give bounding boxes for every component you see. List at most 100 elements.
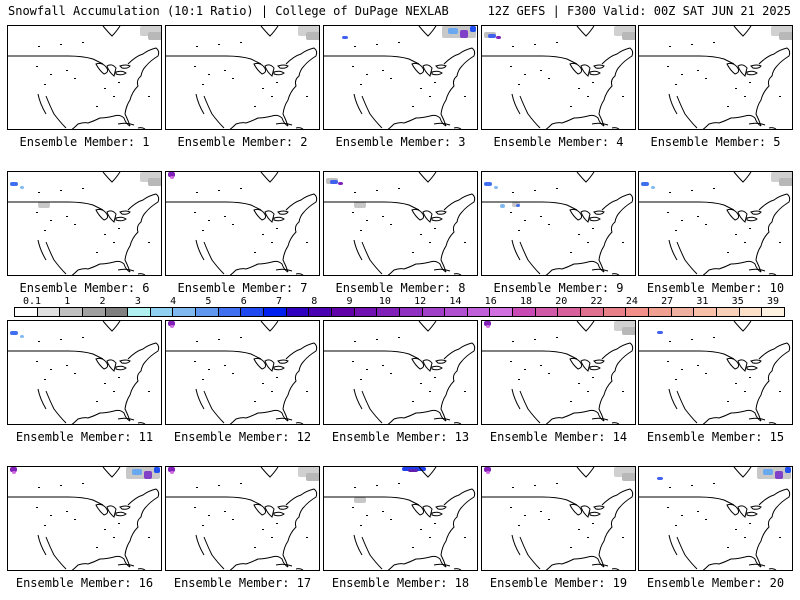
map-boundary: [106, 359, 117, 372]
lake-marker: [240, 42, 242, 43]
map-boundary: [260, 172, 279, 183]
map-boundary: [440, 47, 476, 127]
lake-marker: [675, 525, 677, 526]
lake-marker: [194, 361, 196, 362]
lake-marker: [306, 242, 308, 243]
lake-marker: [681, 74, 683, 75]
lake-marker: [534, 485, 536, 486]
lake-marker: [218, 339, 220, 340]
map-boundary: [639, 496, 735, 506]
colorbar-swatch: [218, 308, 242, 316]
lake-marker: [66, 70, 68, 71]
map-boundary: [748, 268, 766, 272]
lake-marker: [60, 485, 62, 486]
map-boundary: [71, 114, 131, 129]
colorbar-swatch: [15, 308, 38, 316]
map-boundary: [593, 64, 605, 69]
map-boundary: [639, 350, 735, 360]
map-boundary: [746, 365, 758, 371]
snowfall-area: [306, 32, 319, 40]
map-boundary: [353, 534, 363, 556]
colorbar-swatch: [603, 308, 627, 316]
map-boundary: [229, 114, 289, 129]
lake-marker: [749, 523, 751, 524]
map-boundary: [768, 127, 777, 129]
lake-marker: [713, 188, 715, 189]
lake-marker: [276, 523, 278, 524]
us-outline-map: [8, 321, 160, 424]
lake-marker: [434, 377, 436, 378]
map-boundary: [277, 210, 289, 215]
lake-marker: [271, 537, 273, 538]
lake-marker: [749, 82, 751, 83]
map-boundary: [115, 511, 127, 517]
lake-marker: [208, 220, 210, 221]
lake-marker: [218, 190, 220, 191]
us-outline-map: [324, 26, 476, 129]
ensemble-member-caption: Ensemble Member: 12: [173, 430, 312, 444]
map-boundary: [418, 172, 437, 183]
lake-marker: [713, 337, 715, 338]
lake-marker: [524, 220, 526, 221]
map-boundary: [115, 365, 127, 371]
map-boundary: [598, 342, 634, 422]
lake-marker: [354, 341, 356, 342]
map-boundary: [668, 93, 678, 115]
colorbar-swatch: [128, 308, 151, 316]
map-boundary: [431, 511, 443, 517]
lake-marker: [512, 341, 514, 342]
snowfall-area: [170, 325, 174, 328]
ensemble-member-caption: Ensemble Member: 10: [646, 281, 785, 295]
lake-marker: [218, 485, 220, 486]
snowfall-area: [38, 202, 50, 208]
lake-marker: [60, 190, 62, 191]
map-boundary: [453, 568, 462, 570]
map-boundary: [275, 268, 293, 272]
lake-marker: [727, 547, 729, 548]
lake-marker: [510, 212, 512, 213]
lake-marker: [429, 96, 431, 97]
lake-marker: [697, 365, 699, 366]
map-boundary: [411, 503, 425, 516]
snowfall-area: [484, 182, 492, 186]
snowfall-area: [657, 331, 663, 334]
lake-marker: [667, 66, 669, 67]
map-boundary: [324, 201, 420, 211]
map-boundary: [750, 505, 762, 510]
map-boundary: [611, 422, 620, 424]
lake-marker: [194, 507, 196, 508]
lake-marker: [262, 529, 264, 530]
colorbar-swatch: [558, 308, 582, 316]
map-boundary: [253, 62, 267, 75]
lake-marker: [779, 537, 781, 538]
ensemble-member-caption: Ensemble Member: 1: [19, 135, 150, 149]
ensemble-member-map-14: [481, 320, 636, 425]
ensemble-member-map-12: [165, 320, 320, 425]
lake-marker: [556, 42, 558, 43]
map-boundary: [37, 93, 47, 115]
lake-marker: [354, 487, 356, 488]
map-boundary: [115, 70, 127, 76]
lake-marker: [218, 44, 220, 45]
map-boundary: [229, 260, 289, 275]
us-outline-map: [8, 467, 160, 570]
snowfall-area: [168, 321, 175, 326]
ensemble-member-map-16: [7, 466, 162, 571]
lake-marker: [224, 511, 226, 512]
lake-marker: [534, 190, 536, 191]
lake-marker: [118, 523, 120, 524]
ensemble-member-caption: Ensemble Member: 14: [489, 430, 628, 444]
lake-marker: [104, 234, 106, 235]
lake-marker: [681, 369, 683, 370]
map-boundary: [37, 388, 47, 410]
map-boundary: [431, 70, 443, 76]
lake-marker: [74, 224, 76, 225]
lake-marker: [354, 192, 356, 193]
colorbar-swatch: [716, 308, 740, 316]
map-boundary: [737, 505, 748, 518]
map-boundary: [676, 95, 698, 129]
snowfall-area: [10, 182, 18, 186]
map-boundary: [45, 536, 67, 570]
colorbar-tick-label: 20: [555, 296, 568, 307]
lake-marker: [208, 515, 210, 516]
